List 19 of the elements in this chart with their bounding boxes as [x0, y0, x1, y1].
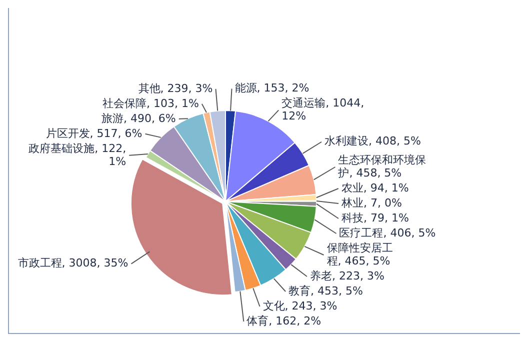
slice-label: 文化, 243, 3% — [262, 299, 338, 312]
slice-label: 养老, 223, 3% — [310, 269, 384, 282]
slice-label: 科技, 79, 1% — [341, 211, 409, 224]
slice-label: 水利建设, 408, 5% — [324, 134, 421, 148]
slice-label: 片区开发, 517, 6% — [46, 126, 142, 140]
slice-label: 旅游, 490, 6% — [101, 112, 176, 125]
slice-label: 体育, 162, 2% — [246, 314, 322, 328]
slice-label: 保障性安居工程, 465, 5% — [326, 241, 393, 268]
slice-label: 生态环保和环境保护, 458, 5% — [337, 153, 426, 180]
slice-label: 能源, 153, 2% — [234, 82, 310, 95]
slice-label: 市政工程, 3008, 35% — [18, 256, 128, 270]
slice-label: 政府基础设施, 122, 1% — [28, 142, 126, 168]
slice-label: 交通运输, 1044, 12% — [282, 96, 364, 123]
slice-label: 林业, 7, 0% — [340, 196, 402, 210]
slice-label: 其他, 239, 3% — [138, 82, 213, 95]
slice-label: 农业, 94, 1% — [341, 181, 409, 194]
slice-label: 社会保障, 103, 1% — [102, 96, 199, 110]
slice-label: 医疗工程, 406, 5% — [339, 226, 436, 240]
slice-label: 教育, 453, 5% — [288, 284, 363, 298]
